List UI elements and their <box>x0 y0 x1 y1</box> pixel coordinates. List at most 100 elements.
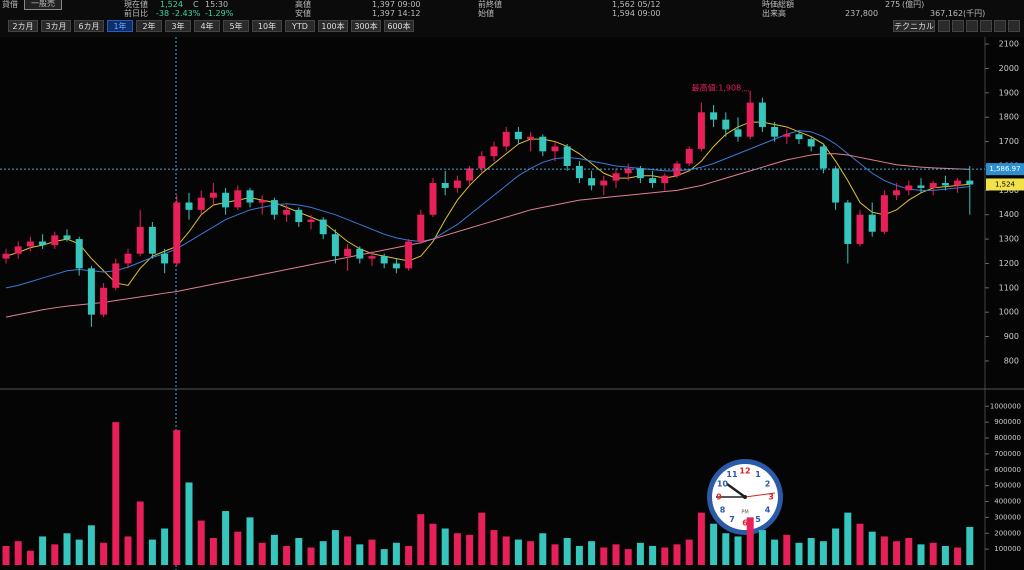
candle-body <box>856 214 864 244</box>
volume-bar <box>697 512 705 565</box>
header-field: 367,162 <box>930 9 964 18</box>
volume-bar <box>893 541 901 565</box>
candle-body <box>917 185 925 188</box>
candle-body <box>246 190 254 203</box>
clock-numeral: 12 <box>739 467 750 476</box>
candle-body <box>39 241 47 246</box>
header-field: 前終値 <box>478 0 502 9</box>
volume-bar <box>636 542 644 565</box>
volume-bar <box>136 501 144 565</box>
candle-body <box>148 226 156 254</box>
candle-body <box>600 180 608 186</box>
clock-numeral: 4 <box>765 506 771 515</box>
period-button[interactable]: 10年 <box>252 20 282 32</box>
candle-body <box>429 183 437 215</box>
volume-bar <box>502 536 510 565</box>
candle-body <box>893 190 901 196</box>
candle-body <box>710 112 718 120</box>
moving-average <box>5 130 970 289</box>
moving-average <box>5 153 970 318</box>
candle-body <box>75 239 83 269</box>
volume-bar <box>661 547 669 565</box>
period-button[interactable]: 5年 <box>223 20 249 32</box>
header-field: -2.43% <box>172 9 201 18</box>
y-tick-label: 1900 <box>999 88 1019 97</box>
volume-bar <box>87 525 95 565</box>
candle-body <box>26 241 34 247</box>
period-button[interactable]: 3カ月 <box>41 20 71 32</box>
period-button[interactable]: 2年 <box>136 20 162 32</box>
candle-body <box>880 195 888 232</box>
candle-body <box>453 180 461 188</box>
clock-numeral: 5 <box>755 515 761 524</box>
candle-body <box>539 136 547 152</box>
period-button[interactable]: 600本 <box>384 20 414 32</box>
second-hand <box>744 492 776 498</box>
moving-average <box>5 121 970 286</box>
period-button[interactable]: 2カ月 <box>8 20 38 32</box>
tool-icon[interactable] <box>1008 20 1020 32</box>
period-button[interactable]: 100本 <box>318 20 348 32</box>
header-field: (億円) <box>902 0 925 9</box>
header-field: 始値 <box>478 9 494 18</box>
volume-bar <box>258 542 266 565</box>
candle-body <box>758 102 766 127</box>
candle-body <box>417 214 425 242</box>
volume-bar <box>758 530 766 565</box>
candle-body <box>612 173 620 181</box>
y-tick-label: 900 <box>1004 332 1019 341</box>
volume-bar <box>2 545 10 565</box>
candle-body <box>966 180 974 185</box>
candle-body <box>819 146 827 169</box>
header-field: -1.29% <box>205 9 234 18</box>
period-button[interactable]: 1年 <box>107 20 133 32</box>
volume-bar <box>209 538 217 565</box>
volume-bar <box>954 547 962 565</box>
candle-body <box>112 263 120 288</box>
volume-bar <box>795 542 803 565</box>
period-button[interactable]: 300本 <box>351 20 381 32</box>
candle-body <box>661 175 669 184</box>
tool-icon[interactable] <box>994 20 1006 32</box>
volume-bar <box>563 538 571 565</box>
period-button[interactable]: 4年 <box>194 20 220 32</box>
period-button[interactable]: YTD <box>285 20 315 32</box>
volume-bar <box>51 544 59 565</box>
candle-body <box>929 183 937 188</box>
chart-bg <box>0 37 1024 570</box>
candle-body <box>734 129 742 137</box>
y-tick-label: 1200 <box>999 259 1019 268</box>
tool-icon[interactable] <box>938 20 950 32</box>
tool-icon[interactable] <box>980 20 992 32</box>
candle-body <box>697 112 705 149</box>
candle-body <box>173 202 181 264</box>
candle-body <box>722 119 730 130</box>
technical-button[interactable]: テクニカル <box>893 20 935 32</box>
tool-icon[interactable] <box>966 20 978 32</box>
candle-body <box>624 168 632 174</box>
volume-bar <box>478 512 486 565</box>
candle-body <box>136 226 144 254</box>
volume-bar <box>722 533 730 565</box>
candle-body <box>307 219 315 223</box>
volume-bar <box>356 544 364 565</box>
header-field: 出来高 <box>762 9 786 18</box>
vol-tick-label: 500000 <box>994 482 1021 490</box>
candle-body <box>441 183 449 188</box>
tool-icon[interactable] <box>952 20 964 32</box>
candle-body <box>478 156 486 169</box>
candle-body <box>63 235 71 240</box>
clock-numeral: 10 <box>717 480 729 489</box>
period-button[interactable]: 3年 <box>165 20 191 32</box>
volume-bar <box>575 545 583 565</box>
volume-bar <box>807 538 815 565</box>
clock-numeral: 9 <box>716 493 722 502</box>
candle-body <box>954 180 962 186</box>
volume-bar <box>246 517 254 565</box>
vol-tick-label: 100000 <box>994 545 1021 553</box>
period-button[interactable]: 6カ月 <box>74 20 104 32</box>
header-field: 安値 <box>295 9 311 18</box>
candle-body <box>368 256 376 259</box>
header-field: 1,562 05/12 <box>612 0 661 9</box>
